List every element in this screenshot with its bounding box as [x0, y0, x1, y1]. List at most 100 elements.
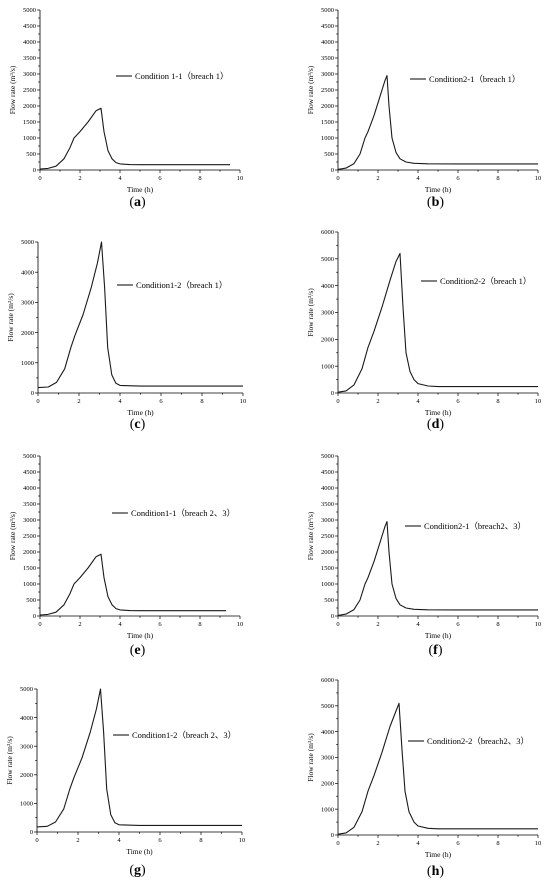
legend-label: Condition2-1（breach 1）: [429, 74, 520, 84]
y-tick-label: 500: [324, 597, 334, 604]
x-tick-label: 2: [76, 837, 79, 844]
y-axis-title: Flow rate (m³/s): [306, 733, 315, 782]
y-tick-label: 3000: [21, 300, 34, 307]
y-tick-label: 500: [324, 151, 334, 158]
x-tick-label: 2: [376, 175, 379, 182]
y-tick-label: 2000: [20, 772, 33, 779]
series-line: [39, 107, 230, 170]
x-tick-label: 10: [535, 398, 542, 405]
y-tick-label: 0: [31, 390, 34, 397]
panel-caption: (h): [426, 864, 445, 879]
x-tick-label: 6: [158, 837, 162, 844]
y-tick-label: 0: [30, 829, 33, 836]
x-axis-title: Time (h): [425, 408, 452, 417]
x-tick-label: 6: [456, 398, 460, 405]
y-tick-label: 4500: [321, 469, 334, 476]
y-axis-title: Flow rate (m³/s): [6, 293, 15, 342]
y-tick-label: 4000: [321, 485, 334, 492]
x-tick-label: 4: [117, 837, 121, 844]
x-tick-label: 0: [36, 398, 39, 405]
y-tick-label: 2500: [23, 87, 36, 94]
y-tick-label: 3000: [321, 755, 334, 762]
x-axis-title: Time (h): [425, 850, 452, 859]
y-tick-label: 4000: [321, 39, 334, 46]
y-tick-label: 5000: [321, 256, 334, 263]
x-tick-label: 4: [416, 398, 420, 405]
x-axis-title: Time (h): [127, 408, 154, 417]
chart-panel-h: 0 2 4 6 8 10 0 1000 2000 3000 4000 5000 6000 Time (h)…: [298, 672, 550, 896]
chart-svg-e: 0 2 4 6 8 10 0 500 1000 1500 2000 2500 3000 3500 4000 4…: [8, 453, 243, 640]
series-line: [337, 75, 538, 170]
y-tick-label: 2000: [321, 103, 334, 110]
x-tick-label: 4: [416, 621, 420, 628]
chart-svg-g: 0 2 4 6 8 10 0 1000 2000 3000 4000 5000 Time (h) Flow…: [5, 686, 245, 856]
y-tick-label: 1500: [23, 565, 36, 572]
chart-panel-a: 0 2 4 6 8 10 0 500 1000 1500 2000 2500 3000 3500 4000 4…: [0, 0, 275, 224]
panel-caption-letter: h: [431, 864, 440, 879]
y-tick-label: 2000: [21, 330, 34, 337]
y-tick-label: 0: [331, 390, 334, 397]
series-line: [337, 252, 538, 393]
y-tick-label: 1000: [23, 135, 36, 142]
y-tick-label: 1000: [321, 135, 334, 142]
y-tick-label: 1000: [321, 363, 334, 370]
x-tick-label: 4: [416, 840, 420, 847]
y-tick-label: 4000: [23, 39, 36, 46]
x-tick-label: 8: [496, 621, 499, 628]
y-tick-label: 5000: [20, 686, 33, 693]
legend-label: Condition2-2（breach2、3）: [427, 736, 529, 746]
chart-svg-a: 0 2 4 6 8 10 0 500 1000 1500 2000 2500 3000 3500 4000 4…: [8, 7, 243, 194]
legend-label: Condition2-1（breach2、3）: [424, 521, 526, 531]
y-tick-label: 3000: [20, 743, 33, 750]
panel-caption-letter: e: [134, 643, 141, 658]
panel-caption: (f): [428, 643, 443, 658]
panel-caption: (c): [129, 417, 146, 432]
legend-label: Condition 1-1（breach 1）: [135, 71, 228, 81]
x-tick-label: 4: [118, 621, 122, 628]
y-tick-label: 4000: [21, 269, 34, 276]
y-tick-label: 6000: [321, 677, 334, 684]
legend-label: Condition1-2（breach 1）: [136, 280, 227, 290]
x-tick-label: 8: [496, 175, 499, 182]
chart-panel-g: 0 2 4 6 8 10 0 1000 2000 3000 4000 5000 Time (h) Flow…: [0, 672, 275, 896]
panel-caption-letter: c: [134, 417, 141, 432]
x-tick-label: 0: [35, 837, 38, 844]
panel-caption: (d): [426, 417, 445, 432]
y-tick-label: 4500: [321, 23, 334, 30]
y-tick-label: 3500: [23, 55, 36, 62]
x-tick-label: 0: [336, 621, 339, 628]
legend-label: Condition1-2（breach 2、3）: [132, 730, 236, 740]
y-tick-label: 5000: [23, 453, 36, 460]
y-tick-label: 1000: [321, 581, 334, 588]
chart-svg-h: 0 2 4 6 8 10 0 1000 2000 3000 4000 5000 6000 Time (h)…: [306, 677, 541, 859]
series-line: [337, 702, 538, 835]
chart-svg-b: 0 2 4 6 8 10 0 500 1000 1500 2000 2500 3000 3500 4000 4…: [306, 7, 541, 194]
chart-panel-b: 0 2 4 6 8 10 0 500 1000 1500 2000 2500 3000 3500 4000 4…: [298, 0, 550, 224]
chart-panel-c: 0 2 4 6 8 10 0 1000 2000 3000 4000 5000 Time (h) Flow…: [0, 224, 275, 448]
x-tick-label: 2: [78, 175, 81, 182]
x-tick-label: 4: [416, 175, 420, 182]
x-tick-label: 8: [496, 398, 499, 405]
y-tick-label: 5000: [23, 7, 36, 14]
y-tick-label: 1500: [321, 119, 334, 126]
x-tick-label: 0: [38, 175, 41, 182]
y-axis-title: Flow rate (m³/s): [306, 288, 315, 337]
chart-panel-f: 0 2 4 6 8 10 0 500 1000 1500 2000 2500 3000 3500 4000 4…: [298, 448, 550, 672]
x-tick-label: 2: [77, 398, 80, 405]
y-tick-label: 2500: [23, 533, 36, 540]
y-axis-title: Flow rate (m³/s): [306, 511, 315, 560]
x-tick-label: 8: [198, 175, 201, 182]
y-tick-label: 3000: [321, 71, 334, 78]
y-tick-label: 3500: [321, 501, 334, 508]
y-axis-title: Flow rate (m³/s): [8, 511, 17, 560]
panel-caption-letter: f: [433, 643, 438, 658]
y-tick-label: 500: [26, 151, 36, 158]
panel-caption: (b): [426, 195, 445, 210]
y-axis-title: Flow rate (m³/s): [5, 736, 14, 785]
chart-panel-e: 0 2 4 6 8 10 0 500 1000 1500 2000 2500 3000 3500 4000 4…: [0, 448, 275, 672]
y-tick-label: 3000: [321, 517, 334, 524]
y-tick-label: 4500: [23, 23, 36, 30]
x-axis-title: Time (h): [126, 847, 153, 856]
x-tick-label: 0: [336, 840, 339, 847]
x-tick-label: 8: [199, 837, 202, 844]
